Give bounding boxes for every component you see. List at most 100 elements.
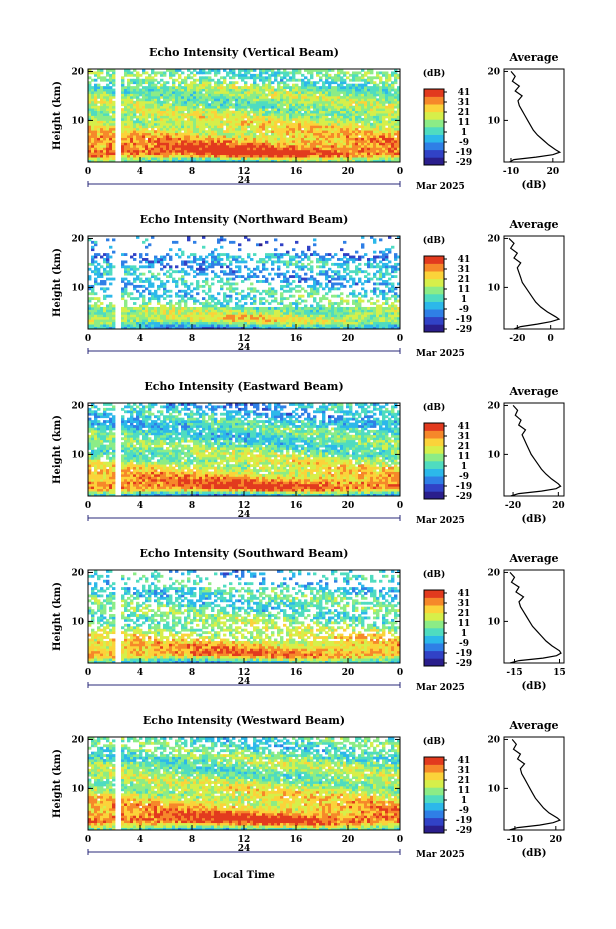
heatmap-cell [193,253,197,256]
heatmap-cell [133,324,137,327]
heatmap-cell [265,142,269,146]
heatmap-cell [109,294,113,298]
heatmap-cell [124,287,128,291]
heatmap-cell [298,311,302,315]
heatmap-cell [286,108,290,112]
heatmap-cell [121,110,125,114]
heatmap-cell [385,135,389,138]
heatmap-cell [100,142,104,146]
heatmap-cell [103,86,107,89]
heatmap-cell [214,159,218,163]
heatmap-cell [136,277,140,281]
heatmap-cell [235,122,239,126]
heatmap-cell [340,139,344,143]
heatmap-cell [247,132,251,136]
heatmap-cell [103,78,107,82]
heatmap-cell [226,316,230,320]
heatmap-cell [265,132,269,136]
heatmap-cell [286,159,290,163]
heatmap-cell [217,103,221,107]
heatmap-cell [274,127,278,131]
heatmap-cell [241,314,245,318]
heatmap-cell [145,304,149,308]
heatmap-cell [160,100,164,104]
heatmap-cell [202,115,206,119]
heatmap-cell [145,280,149,283]
heatmap-cell [259,115,263,119]
heatmap-cell [229,117,233,121]
heatmap-cell [103,127,107,131]
heatmap-cell [127,113,131,116]
heatmap-cell [334,117,338,121]
heatmap-cell [163,88,167,92]
heatmap-cell [208,262,212,266]
heatmap-cell [112,93,116,97]
heatmap-cell [229,277,233,281]
heatmap-cell [133,297,137,301]
heatmap-cell [268,76,272,80]
heatmap-cell [112,69,116,72]
heatmap-cell [352,113,356,116]
heatmap-cell [127,144,131,148]
heatmap-cell [151,81,155,85]
heatmap-cell [178,316,182,320]
heatmap-cell [256,149,260,153]
heatmap-cell [163,309,167,313]
heatmap-cell [139,117,143,121]
heatmap-cell [310,103,314,107]
heatmap-cell [238,306,242,310]
heatmap-cell [190,120,194,124]
heatmap-cell [292,144,296,148]
heatmap-cell [268,91,272,94]
heatmap-cell [136,267,140,271]
heatmap-cell [223,98,227,102]
heatmap-cell [175,265,179,269]
heatmap-cell [307,147,311,151]
heatmap-cell [241,73,245,77]
heatmap-cell [124,113,128,116]
heatmap-cell [367,132,371,136]
heatmap-cell [343,81,347,85]
heatmap-cell [352,130,356,134]
heatmap-cell [148,105,152,109]
heatmap-cell [271,157,275,160]
heatmap-cell [298,113,302,116]
heatmap-cell [394,78,398,82]
heatmap-cell [292,132,296,136]
heatmap-cell [199,78,203,82]
heatmap-cell [163,314,167,318]
heatmap-cell [379,154,383,158]
heatmap-cell [358,76,362,80]
heatmap-cell [133,147,137,151]
heatmap-cell [226,139,230,143]
heatmap-cell [238,105,242,109]
heatmap-cell [208,86,212,89]
heatmap-cell [133,159,137,163]
heatmap-cell [214,95,218,99]
heatmap-cell [193,306,197,310]
heatmap-cell [364,125,368,129]
heatmap-cell [316,86,320,89]
heatmap-cell [205,78,209,82]
heatmap-cell [235,88,239,92]
heatmap-cell [388,117,392,121]
heatmap-cell [211,265,215,269]
heatmap-cell [136,76,140,80]
heatmap-cell [274,297,278,301]
colorbar-tick-label: 31 [458,98,471,108]
heatmap-cell [250,110,254,114]
heatmap-cell [88,110,92,114]
heatmap-cell [397,137,401,141]
heatmap-cell [301,88,305,92]
heatmap-cell [139,132,143,136]
heatmap-cell [106,117,110,121]
heatmap-cell [157,159,161,163]
heatmap-cell [298,86,302,89]
heatmap-cell [235,135,239,138]
heatmap-cell [379,159,383,163]
heatmap-cell [220,139,224,143]
heatmap-cell [280,142,284,146]
heatmap-cell [262,117,266,121]
heatmap-cell [280,152,284,156]
heatmap-cell [217,127,221,131]
